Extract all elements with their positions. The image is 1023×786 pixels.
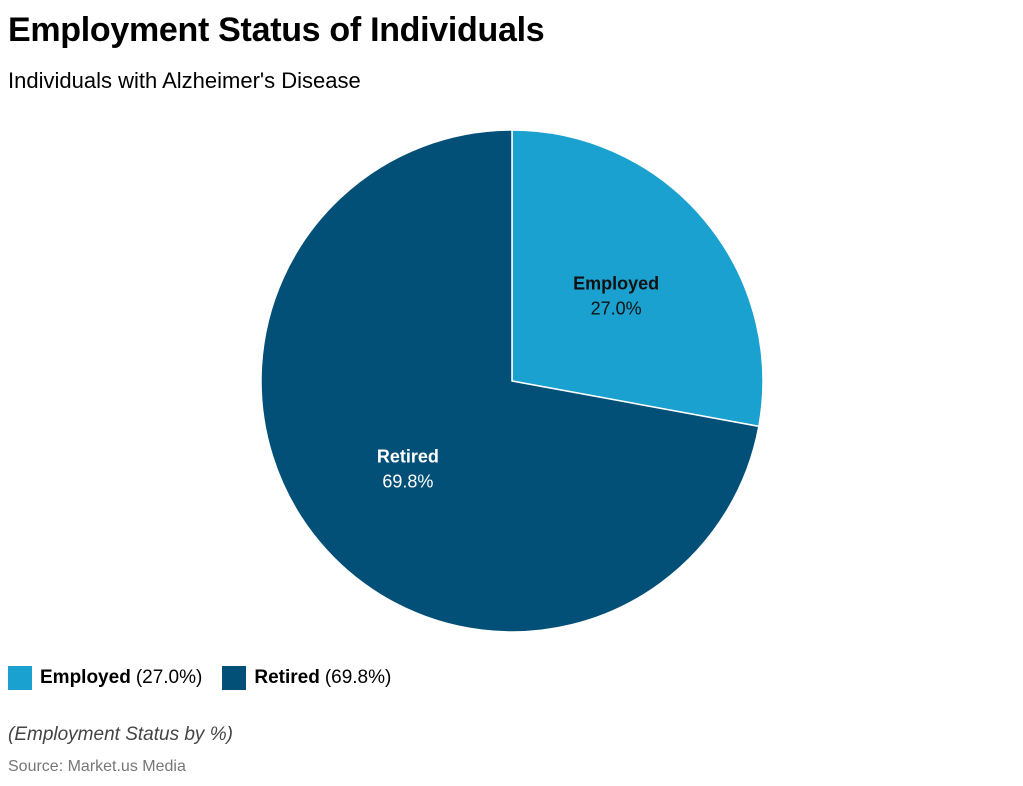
chart-title: Employment Status of Individuals	[8, 11, 545, 49]
chart-note: (Employment Status by %)	[8, 724, 233, 745]
legend: Employed (27.0%) Retired (69.8%)	[8, 664, 411, 692]
slice-value-employed: 27.0%	[591, 298, 642, 318]
legend-value-retired: (69.8%)	[324, 667, 392, 688]
legend-swatch-retired	[222, 666, 247, 690]
legend-label-retired: Retired	[254, 667, 320, 688]
chart-subtitle: Individuals with Alzheimer's Disease	[8, 68, 361, 93]
pie-slice-employed[interactable]	[511, 129, 764, 428]
slice-label-employed: Employed	[573, 273, 659, 293]
slice-value-retired: 69.8%	[382, 472, 433, 492]
legend-value-employed: (27.0%)	[135, 667, 203, 688]
legend-label-employed: Employed	[40, 667, 131, 688]
legend-item-employed[interactable]: Employed (27.0%)	[8, 664, 202, 692]
legend-swatch-employed	[8, 666, 32, 690]
pie-slice-retired[interactable]	[260, 129, 760, 633]
chart-source: Source: Market.us Media	[8, 758, 186, 775]
legend-item-retired[interactable]: Retired (69.8%)	[222, 664, 391, 692]
slice-label-retired: Retired	[377, 447, 439, 467]
